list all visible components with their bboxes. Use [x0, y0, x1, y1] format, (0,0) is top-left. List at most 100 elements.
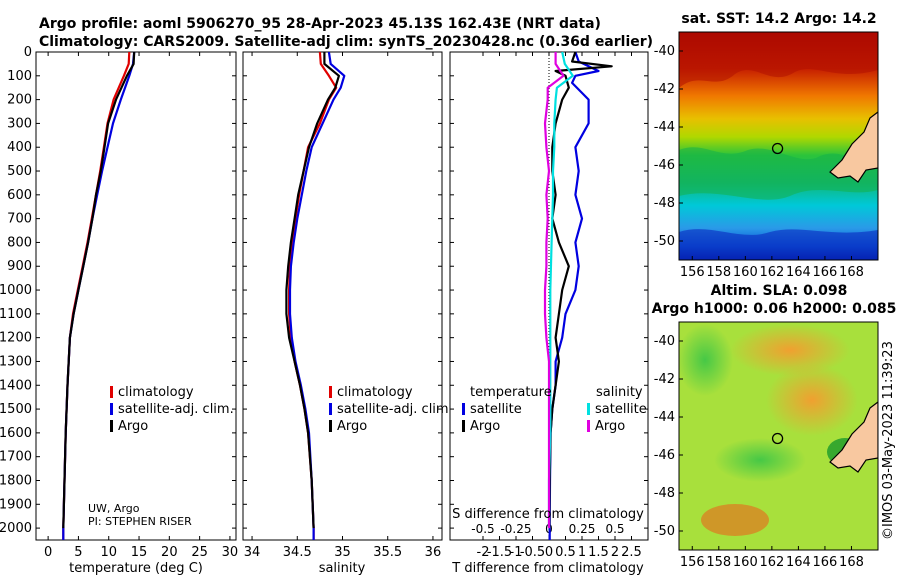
temperature-legend: climatology satellite-adj. clim. Argo — [110, 385, 234, 434]
legend-label-climatology: climatology — [337, 385, 413, 400]
legend-marker-climatology — [329, 386, 332, 398]
depth-tick-label: 600 — [7, 188, 32, 203]
legend-label-climatology: climatology — [118, 385, 194, 400]
sla-green-region-2 — [714, 438, 806, 482]
salinity-legend: climatology satellite-adj. clim. Argo — [329, 385, 453, 434]
depth-tick-label: 1700 — [0, 450, 32, 465]
x-tick-label: -1.5 — [487, 545, 512, 560]
difference-axis-label: T difference from climatology — [451, 561, 644, 576]
x-tick-label: 20 — [161, 545, 178, 560]
map-x-tick-label: 162 — [759, 555, 784, 570]
salinity-x-ticks: 34 34.5 35 35.5 36 — [244, 52, 441, 560]
map-y-tick-label: -44 — [654, 120, 675, 135]
x-tick-label: 0 — [545, 545, 553, 560]
map-y-tick-label: -44 — [654, 410, 675, 425]
sst-land — [829, 111, 878, 183]
x-tick-label: 0 — [44, 545, 52, 560]
x-tick-label: 15 — [131, 545, 148, 560]
difference-legend: temperature satellite Argo salinity sate… — [462, 385, 647, 434]
temperature-x-ticks: 0 5 10 15 20 25 30 — [44, 52, 238, 560]
x-tick-label: -1 — [510, 545, 523, 560]
salinity-axis-label: salinity — [319, 561, 366, 576]
sla-map-title-line2: Argo h1000: 0.06 h2000: 0.085 — [652, 301, 897, 317]
series-line-salinity-satellite — [547, 51, 574, 529]
top-x-tick-label: -0.25 — [500, 522, 531, 536]
map-x-tick-label: 164 — [786, 265, 811, 280]
x-tick-label: -2 — [477, 545, 490, 560]
map-x-tick-label: 164 — [786, 555, 811, 570]
x-tick-label: 34 — [244, 545, 261, 560]
annotation-institution: UW, Argo — [88, 502, 140, 515]
map-y-tick-label: -48 — [654, 486, 675, 501]
depth-tick-label: 1400 — [0, 378, 32, 393]
depth-tick-label: 1600 — [0, 426, 32, 441]
x-tick-label: 2.5 — [621, 545, 642, 560]
legend-label-satellite: satellite-adj. clim. — [337, 402, 453, 417]
difference-top-axis-label: S difference from climatology — [452, 507, 644, 522]
sla-green-region-1 — [679, 324, 733, 396]
x-tick-label: 10 — [100, 545, 117, 560]
sst-map-ticks: 156 158 160 162 164 166 168 -40 -42 -44 -46 -48 -50 — [654, 44, 864, 280]
map-y-tick-label: -46 — [654, 158, 675, 173]
difference-panel: -2-1.5-1-0.5 0 0.5 1 1.5 2 2.5 -0.5 -0.25 0 0.25 0… — [449, 51, 649, 576]
x-tick-label: 34.5 — [283, 545, 312, 560]
map-x-tick-label: 160 — [733, 265, 758, 280]
x-tick-label: 0.5 — [555, 545, 576, 560]
legend-marker-argo — [329, 420, 332, 432]
depth-tick-label: 0 — [24, 45, 32, 60]
difference-x-ticks: -2-1.5-1-0.5 0 0.5 1 1.5 2 2.5 — [477, 52, 642, 560]
map-y-tick-label: -50 — [654, 524, 675, 539]
map-y-tick-label: -46 — [654, 448, 675, 463]
sla-float-marker — [771, 432, 784, 445]
top-x-tick-label: 0.5 — [605, 522, 624, 536]
legend-marker-sal-argo — [587, 420, 590, 432]
legend-label-temp-satellite: satellite — [470, 402, 522, 417]
sla-map: Altim. SLA: 0.098 Argo h1000: 0.06 h2000… — [652, 283, 897, 570]
sla-map-ticks: 156 158 160 162 164 166 168 -40 -42 -44 -46 -48 -50 — [654, 334, 864, 570]
top-x-tick-label: -0.5 — [471, 522, 494, 536]
depth-tick-label: 1200 — [0, 331, 32, 346]
legend-label-satellite: satellite-adj. clim. — [118, 402, 234, 417]
series-line-argo — [285, 52, 340, 529]
x-tick-label: 25 — [191, 545, 208, 560]
depth-tick-label: 500 — [7, 164, 32, 179]
depth-tick-label: 1500 — [0, 402, 32, 417]
top-x-tick-label: 0.25 — [569, 522, 596, 536]
depth-tick-label: 1900 — [0, 497, 32, 512]
salinity-axes-frame — [242, 51, 443, 541]
series-line-argo — [62, 51, 136, 529]
legend-marker-temp-satellite — [462, 403, 465, 415]
sst-map-title: sat. SST: 14.2 Argo: 14.2 — [681, 11, 876, 27]
x-tick-label: 2 — [611, 545, 619, 560]
sst-cold-patch — [679, 229, 878, 260]
sla-map-frame — [678, 321, 879, 551]
sst-warm-tongue — [679, 32, 878, 88]
map-y-tick-label: -42 — [654, 82, 675, 97]
map-y-tick-label: -42 — [654, 372, 675, 387]
salinity-series — [285, 51, 346, 540]
temperature-axes-frame — [35, 51, 237, 541]
depth-tick-label: 300 — [7, 116, 32, 131]
temperature-panel: 0100200300400500600700800900100011001200… — [0, 45, 238, 576]
depth-tick-label: 800 — [7, 235, 32, 250]
x-tick-label: 30 — [222, 545, 239, 560]
sst-float-marker — [771, 142, 784, 155]
depth-tick-labels: 0 100 200 300 400 500 600 700 800 900 1000 1100 1200… — [0, 45, 236, 536]
legend-marker-temp-argo — [462, 420, 465, 432]
legend-label-sal-argo: Argo — [595, 419, 625, 434]
x-tick-label: -0.5 — [520, 545, 545, 560]
sla-map-title-line1: Altim. SLA: 0.098 — [711, 283, 848, 299]
temperature-series — [62, 51, 136, 540]
legend-label-argo: Argo — [337, 419, 367, 434]
legend-label-argo: Argo — [118, 419, 148, 434]
map-x-tick-label: 158 — [706, 555, 731, 570]
depth-tick-label: 1100 — [0, 307, 32, 322]
legend-label-sal-satellite: satellite — [595, 402, 647, 417]
legend-marker-satellite — [329, 403, 332, 415]
x-tick-label: 35 — [334, 545, 351, 560]
sla-land — [829, 401, 878, 473]
map-x-tick-label: 156 — [680, 555, 705, 570]
map-x-tick-label: 162 — [759, 265, 784, 280]
map-x-tick-label: 160 — [733, 555, 758, 570]
